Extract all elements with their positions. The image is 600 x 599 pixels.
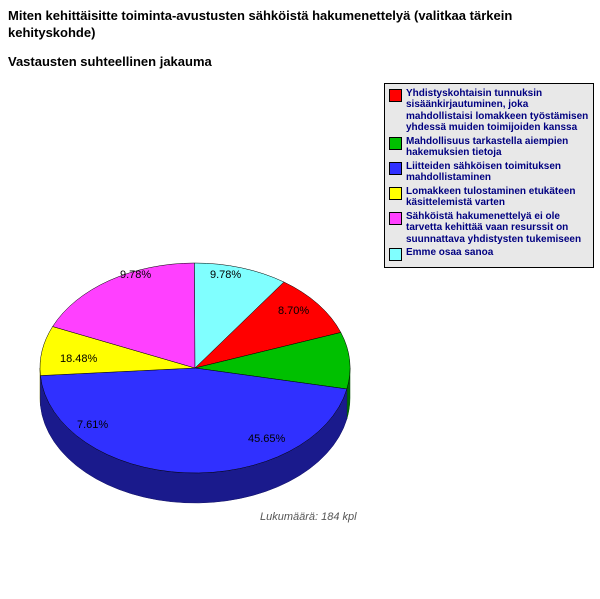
legend-swatch (389, 248, 402, 261)
chart-title: Miten kehittäisitte toiminta-avustusten … (0, 0, 600, 44)
legend-label: Yhdistyskohtaisin tunnuksin sisäänkirjau… (406, 88, 589, 134)
legend-row: Yhdistyskohtaisin tunnuksin sisäänkirjau… (389, 88, 589, 134)
slice-percent-label: 9.78% (120, 269, 151, 281)
legend-row: Mahdollisuus tarkastella aiempien hakemu… (389, 136, 589, 159)
legend-row: Sähköistä hakumenettelyä ei ole tarvetta… (389, 211, 589, 246)
chart-footnote: Lukumäärä: 184 kpl (260, 511, 357, 523)
legend-label: Sähköistä hakumenettelyä ei ole tarvetta… (406, 211, 589, 246)
slice-percent-label: 18.48% (60, 353, 97, 365)
legend-row: Liitteiden sähköisen toimituksen mahdoll… (389, 161, 589, 184)
legend-swatch (389, 137, 402, 150)
legend: Yhdistyskohtaisin tunnuksin sisäänkirjau… (384, 83, 594, 269)
slice-percent-label: 9.78% (210, 269, 241, 281)
legend-label: Emme osaa sanoa (406, 247, 493, 259)
legend-swatch (389, 187, 402, 200)
legend-row: Emme osaa sanoa (389, 247, 589, 261)
legend-swatch (389, 162, 402, 175)
chart-area: Yhdistyskohtaisin tunnuksin sisäänkirjau… (0, 73, 600, 553)
legend-swatch (389, 212, 402, 225)
slice-percent-label: 7.61% (77, 419, 108, 431)
legend-label: Mahdollisuus tarkastella aiempien hakemu… (406, 136, 589, 159)
legend-row: Lomakkeen tulostaminen etukäteen käsitte… (389, 186, 589, 209)
legend-label: Lomakkeen tulostaminen etukäteen käsitte… (406, 186, 589, 209)
slice-percent-label: 45.65% (248, 433, 285, 445)
legend-swatch (389, 89, 402, 102)
legend-label: Liitteiden sähköisen toimituksen mahdoll… (406, 161, 589, 184)
chart-subtitle: Vastausten suhteellinen jakauma (0, 44, 600, 73)
slice-percent-label: 8.70% (278, 305, 309, 317)
